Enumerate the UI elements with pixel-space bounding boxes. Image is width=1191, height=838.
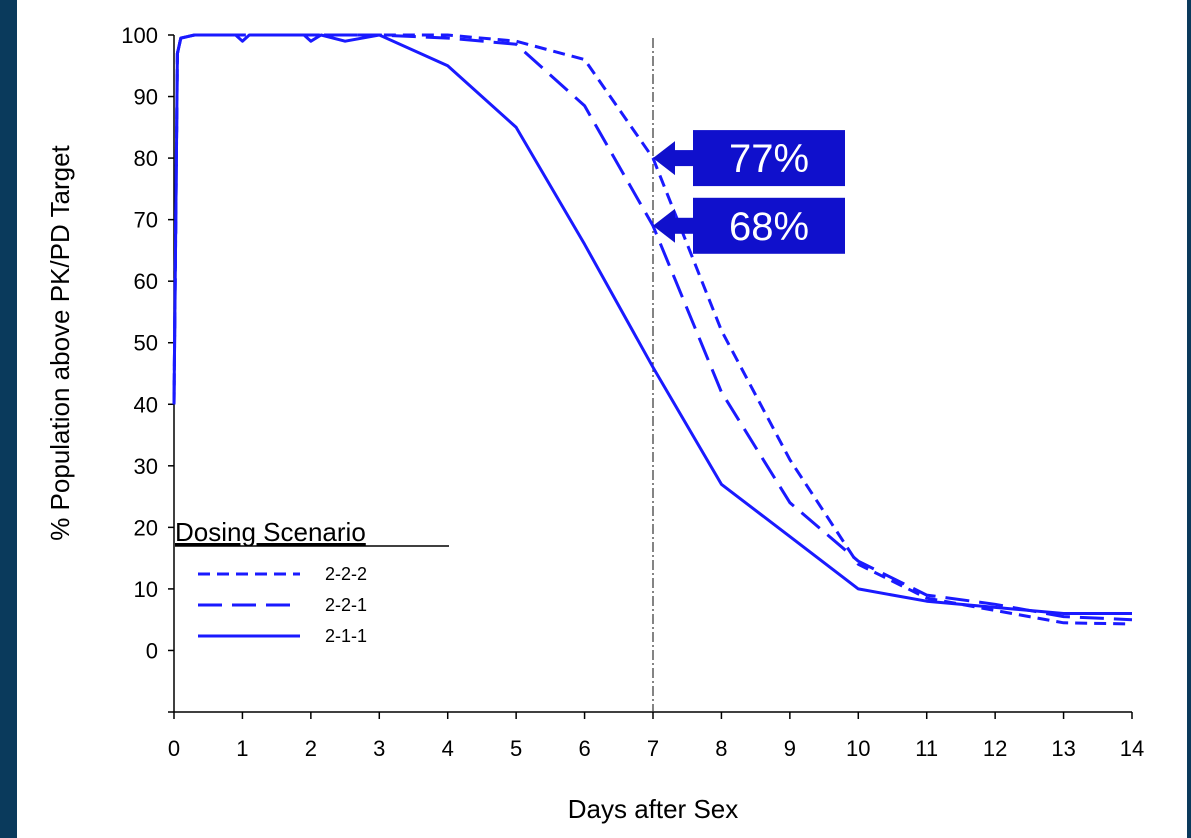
x-tick-label: 6	[578, 736, 590, 761]
y-tick-label: 100	[121, 23, 158, 48]
chart-panel: 0 10 20 30 40 50 60 70 80 90 100 0 1 2 3 4 5 6 7 8 9 10 11 12 13…	[17, 0, 1187, 838]
callout-label: 77%	[729, 137, 809, 181]
callout-arrow-head	[653, 141, 675, 176]
x-tick-label: 14	[1120, 736, 1144, 761]
y-tick-label: 50	[134, 331, 158, 356]
y-tick-label: 70	[134, 208, 158, 233]
callout-arrow-head	[653, 208, 675, 243]
x-tick-label: 12	[983, 736, 1007, 761]
callout-arrow-shaft	[673, 150, 695, 167]
x-tick-label: 0	[168, 736, 180, 761]
series-group	[172, 33, 1133, 626]
callouts-group: 77% 68%	[653, 130, 845, 254]
x-tick-label: 5	[510, 736, 522, 761]
y-tick-label: 20	[134, 515, 158, 540]
x-tick-label: 3	[373, 736, 385, 761]
y-tick-label: 0	[146, 638, 158, 663]
callout-box	[693, 130, 845, 187]
legend-label: 2-2-1	[325, 595, 367, 615]
legend-label: 2-1-1	[325, 626, 367, 646]
legend: Dosing Scenario 2-2-2 2-2-1 2-1-1	[175, 517, 449, 646]
x-tick-label: 4	[442, 736, 454, 761]
y-tick-label: 90	[134, 85, 158, 110]
x-tick-label: 8	[715, 736, 727, 761]
y-tick-label: 30	[134, 454, 158, 479]
x-tick-label: 1	[236, 736, 248, 761]
x-tick-label: 11	[915, 736, 938, 761]
legend-title: Dosing Scenario	[175, 517, 366, 547]
series-line-2-1-1	[172, 33, 1132, 615]
callout-box	[693, 197, 845, 254]
x-tick-label: 13	[1051, 736, 1075, 761]
y-tick-label: 40	[134, 392, 158, 417]
x-tick-label: 9	[784, 736, 796, 761]
y-tick-label: 60	[134, 269, 158, 294]
legend-label: 2-2-2	[325, 564, 367, 584]
x-tick-label: 2	[305, 736, 317, 761]
x-axis-title: Days after Sex	[568, 794, 739, 824]
x-tick-label: 7	[647, 736, 659, 761]
y-tick-label: 80	[134, 146, 158, 171]
y-tick-label: 10	[134, 577, 158, 602]
callout-label: 68%	[729, 205, 809, 249]
callout-arrow-shaft	[673, 217, 695, 234]
x-tick-label: 10	[846, 736, 870, 761]
y-axis-title: % Population above PK/PD Target	[45, 144, 75, 540]
